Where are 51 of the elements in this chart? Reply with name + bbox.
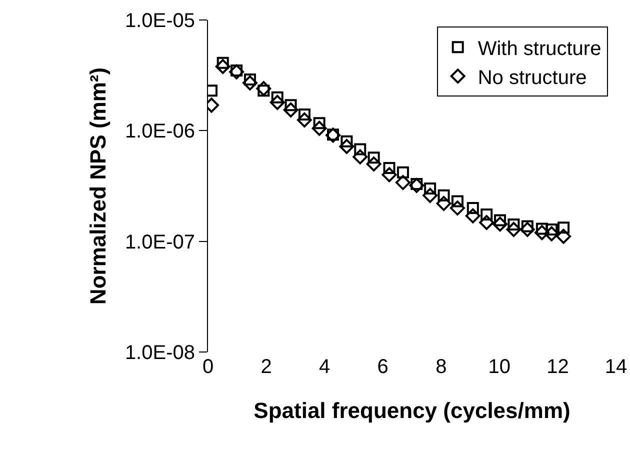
point <box>352 149 368 164</box>
point <box>451 195 464 208</box>
point <box>396 166 409 178</box>
point <box>556 228 572 244</box>
x-tick-label: 10 <box>488 356 511 378</box>
point <box>424 182 436 195</box>
point <box>422 188 438 203</box>
point <box>479 214 494 230</box>
point <box>270 94 285 110</box>
point <box>544 226 560 242</box>
point <box>438 189 450 202</box>
point <box>395 175 410 190</box>
legend-label: No structure <box>478 66 587 89</box>
x-tick-label: 0 <box>202 356 214 378</box>
point <box>229 64 244 80</box>
x-tick-label: 8 <box>436 356 447 378</box>
point <box>256 81 272 96</box>
point <box>354 143 366 156</box>
point <box>296 112 312 128</box>
point <box>466 202 479 214</box>
y-tick-label: 1.0E-08 <box>124 342 195 364</box>
y-tick-label: 1.0E-07 <box>124 231 195 254</box>
x-tick-label: 14 <box>604 356 628 378</box>
x-tick-label: 2 <box>260 356 272 378</box>
y-tick-label: 1.0E-05 <box>124 10 195 32</box>
x-axis-title: Spatial frequency (cycles/mm) <box>254 398 570 423</box>
point <box>339 138 354 154</box>
x-tick-label: 12 <box>546 356 569 378</box>
point <box>382 167 397 182</box>
point <box>312 120 327 136</box>
point <box>409 178 424 193</box>
y-axis-title: Normalized NPS (mm²) <box>86 67 111 305</box>
point <box>215 59 230 74</box>
point <box>450 200 465 216</box>
point <box>283 102 298 118</box>
point <box>480 208 493 220</box>
point <box>465 208 480 224</box>
point <box>506 222 522 237</box>
point <box>242 75 258 90</box>
y-tick-label: 1.0E-06 <box>124 120 195 143</box>
point <box>521 220 534 232</box>
x-tick-label: 6 <box>377 356 388 378</box>
x-tick-label: 4 <box>319 356 330 378</box>
point <box>520 222 535 237</box>
point <box>534 225 550 240</box>
point <box>366 156 382 172</box>
point <box>436 196 452 211</box>
point <box>383 162 396 174</box>
point <box>558 222 570 234</box>
legend-label: With structure <box>478 38 602 60</box>
point <box>492 216 508 232</box>
